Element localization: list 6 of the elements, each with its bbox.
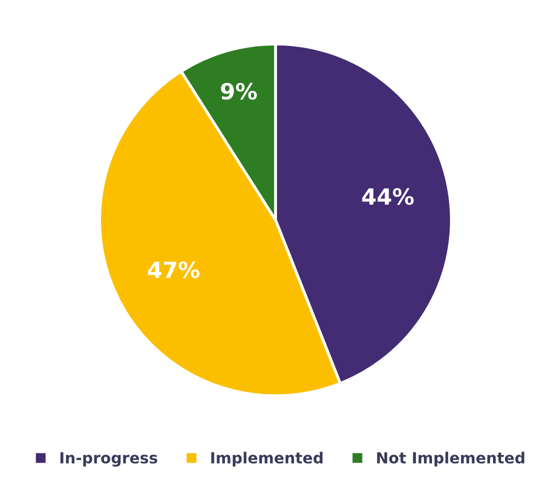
legend-label: Implemented	[211, 452, 323, 467]
legend-label: Not Implemented	[377, 452, 524, 467]
data-label: 9%	[220, 82, 257, 100]
data-label: 47%	[148, 261, 200, 278]
data-label: 44%	[362, 188, 414, 205]
legend-label: In-progress	[60, 452, 158, 467]
